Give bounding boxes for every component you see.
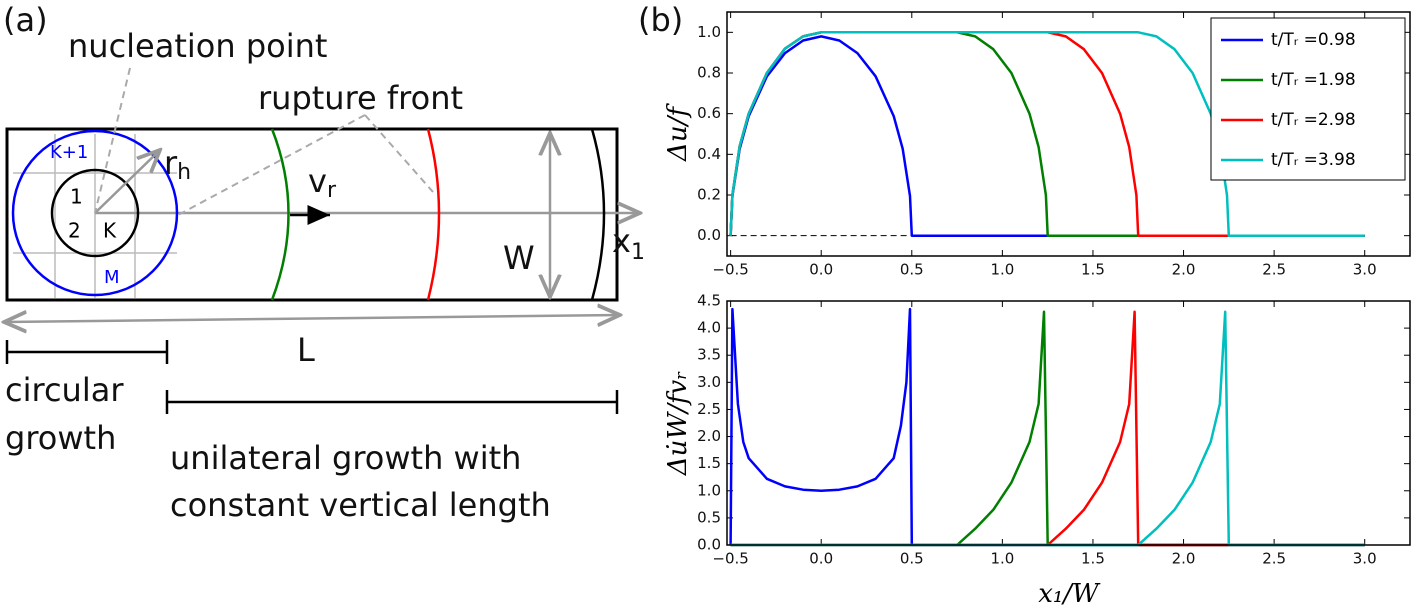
- x-tick-label: 0.0: [809, 261, 833, 279]
- series-line: [729, 307, 1365, 547]
- length-label: L: [297, 331, 315, 369]
- x-tick-label: 1.5: [1081, 261, 1105, 279]
- x-tick-label: 2.0: [1172, 550, 1196, 568]
- x1-base: x: [612, 222, 631, 260]
- legend-label: t/Tᵣ =2.98: [1271, 110, 1356, 130]
- x-tick-label: 2.5: [1262, 550, 1286, 568]
- rupture-front-label: rupture front: [258, 79, 463, 117]
- series-line: [730, 310, 1365, 547]
- y-tick-label: 0.2: [697, 186, 721, 204]
- velocity-base: v: [308, 162, 327, 200]
- y-tick-label: 0.8: [697, 64, 721, 82]
- panel-label: (b): [638, 1, 683, 39]
- width-label: W: [503, 239, 535, 277]
- x-tick-label: 1.0: [990, 550, 1014, 568]
- x-tick-label: 3.0: [1353, 550, 1377, 568]
- series-line: [730, 310, 1365, 547]
- y-tick-label: 0.4: [697, 145, 721, 163]
- legend-label: t/Tᵣ =1.98: [1271, 70, 1356, 90]
- fault-rectangle: [5, 127, 619, 302]
- y-tick-label: 3.0: [697, 373, 721, 391]
- y-axis-label: Δu̇W/fvᵣ: [663, 371, 693, 476]
- circle-m: [11, 129, 179, 297]
- nucleation-label: nucleation point: [68, 27, 327, 65]
- radius-base: r: [164, 144, 178, 182]
- y-tick-label: 0.6: [697, 104, 721, 122]
- diagram: (a) nucleation point rupture front K+1 1…: [3, 1, 645, 524]
- cell-label: K: [103, 219, 117, 243]
- x-tick-label: 1.5: [1081, 550, 1105, 568]
- panel-label: (a): [3, 1, 48, 39]
- y-tick-label: 2.5: [697, 400, 721, 418]
- x1-label: x1: [612, 222, 645, 265]
- cell-label: M: [104, 267, 120, 288]
- x-tick-label: −0.5: [712, 550, 748, 568]
- velocity-label: vr: [308, 162, 337, 203]
- plot-frame: [726, 11, 1411, 257]
- y-tick-label: 1.0: [697, 481, 721, 499]
- y-tick-label: 2.0: [697, 427, 721, 445]
- y-tick-label: 4.5: [697, 292, 721, 310]
- radius-arrow: [94, 150, 160, 214]
- legend-label: t/Tᵣ =3.98: [1271, 150, 1356, 170]
- x-tick-label: −0.5: [712, 261, 748, 279]
- unilateral-label: unilateral growth with: [170, 439, 521, 477]
- x-tick-label: 3.0: [1353, 261, 1377, 279]
- length-arrow: [4, 315, 620, 322]
- extent-bars: [5, 340, 619, 414]
- x-tick-label: 0.0: [809, 550, 833, 568]
- x-axis-label: x₁/W: [1038, 579, 1101, 609]
- series-line: [730, 310, 1365, 547]
- cell-label: 1: [70, 185, 83, 209]
- x-tick-label: 0.5: [900, 261, 924, 279]
- leader-lines: [94, 67, 434, 216]
- y-tick-label: 0.0: [697, 536, 721, 554]
- front-red: [426, 128, 441, 301]
- radius-label: rh: [164, 144, 191, 185]
- x-tick-label: 0.5: [900, 550, 924, 568]
- x-tick-label: 2.5: [1262, 261, 1286, 279]
- circle-k: [50, 168, 140, 258]
- front-green: [270, 128, 290, 301]
- x-tick-label: 2.0: [1172, 261, 1196, 279]
- legend-label: t/Tᵣ =0.98: [1271, 30, 1356, 50]
- y-tick-label: 4.0: [697, 319, 721, 337]
- plot-frame: [726, 300, 1411, 546]
- cell-label: 2: [68, 219, 81, 243]
- circular-label: growth: [5, 419, 116, 457]
- y-tick-label: 3.5: [697, 346, 721, 364]
- front-black: [590, 128, 606, 301]
- x1-sub: 1: [631, 240, 645, 265]
- y-tick-label: 0.5: [697, 508, 721, 526]
- y-tick-label: 1.0: [697, 23, 721, 41]
- radius-sub: h: [177, 160, 191, 185]
- circular-label: circular: [5, 371, 124, 409]
- y-tick-label: 0.0: [697, 226, 721, 244]
- unilateral-label: constant vertical length: [170, 486, 551, 524]
- legend-box: [1210, 17, 1406, 181]
- velocity-sub: r: [327, 178, 337, 203]
- cell-label: K+1: [50, 142, 88, 163]
- y-tick-label: 1.5: [697, 454, 721, 472]
- y-axis-label: Δu/f: [663, 103, 693, 162]
- x-tick-label: 1.0: [990, 261, 1014, 279]
